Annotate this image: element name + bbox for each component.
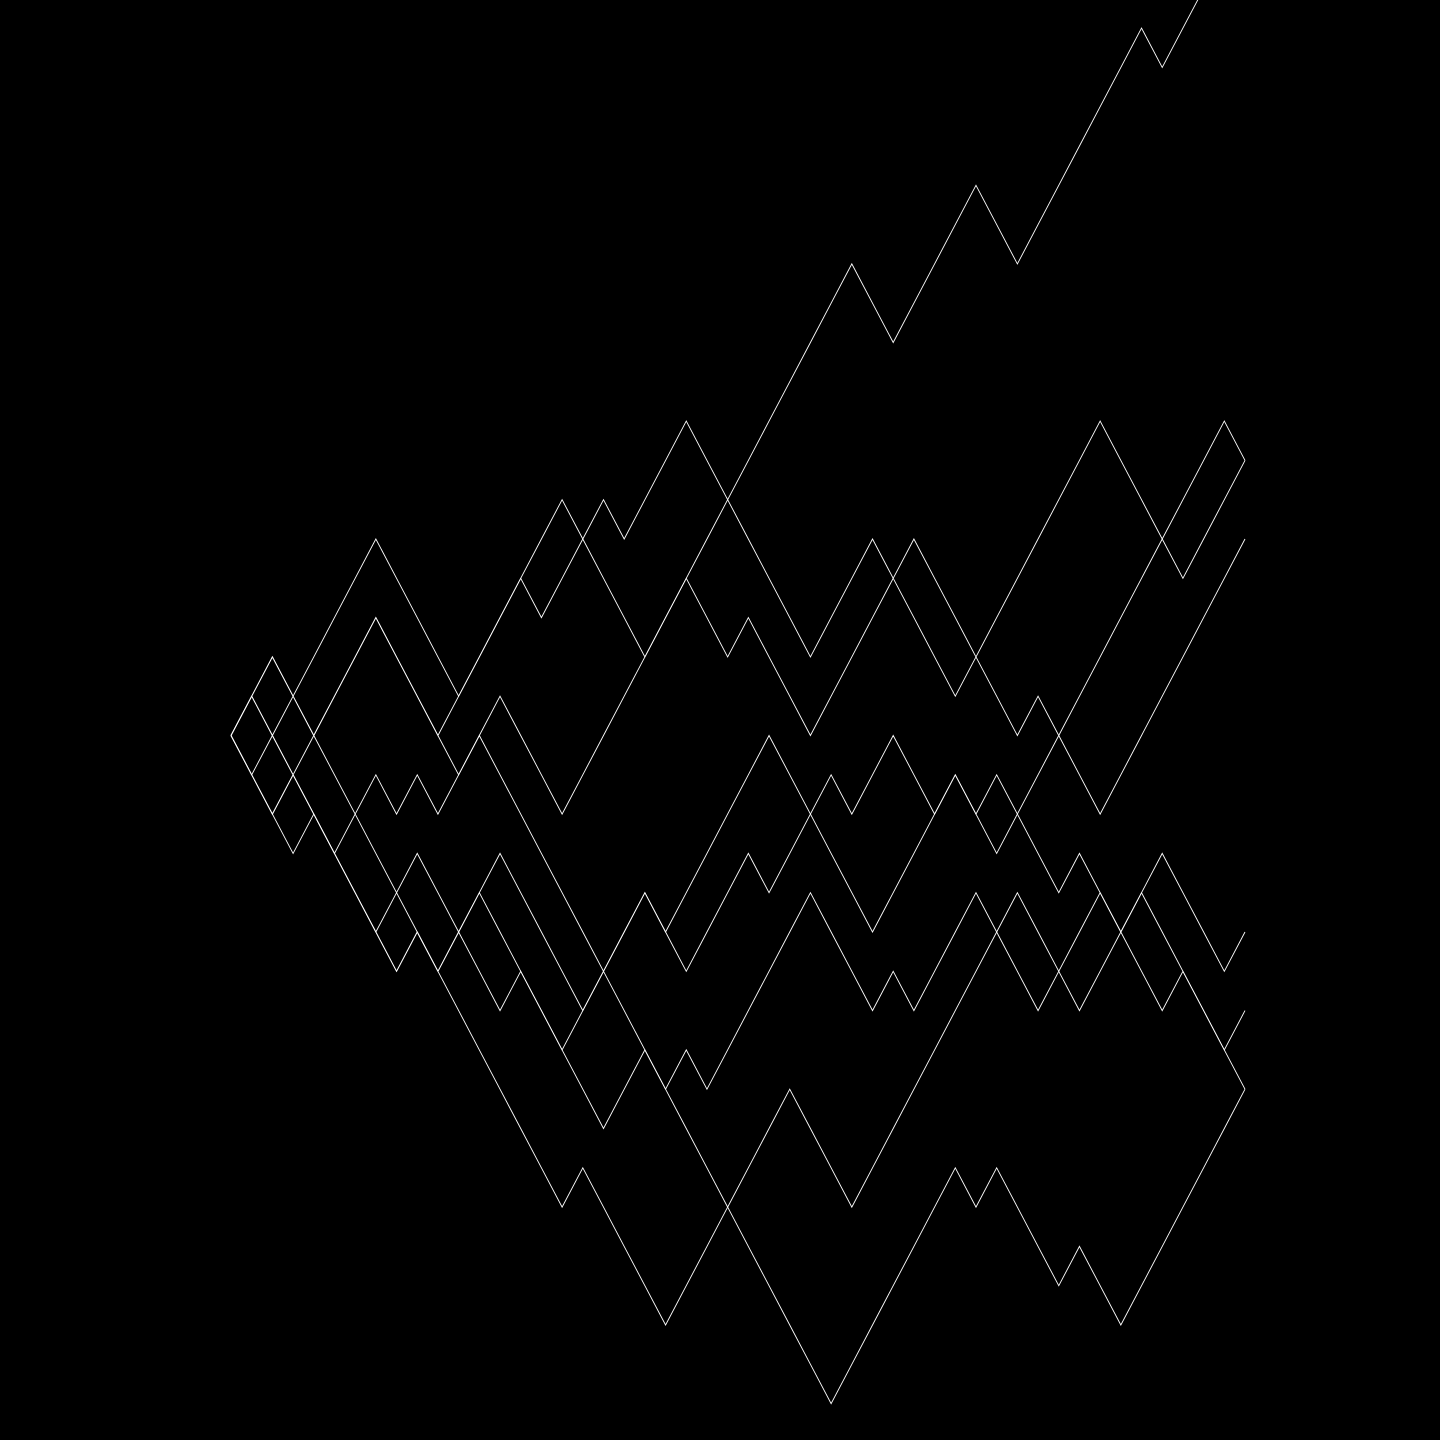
- walk-line-5: [230, 695, 1246, 1209]
- walk-line-2: [230, 420, 1246, 736]
- walk-line-3: [230, 734, 1246, 1012]
- walk-line-7: [230, 460, 1246, 973]
- walk-line-4: [230, 538, 1246, 816]
- walk-lines-group: [230, 0, 1246, 1405]
- walk-line-8: [230, 735, 1246, 1405]
